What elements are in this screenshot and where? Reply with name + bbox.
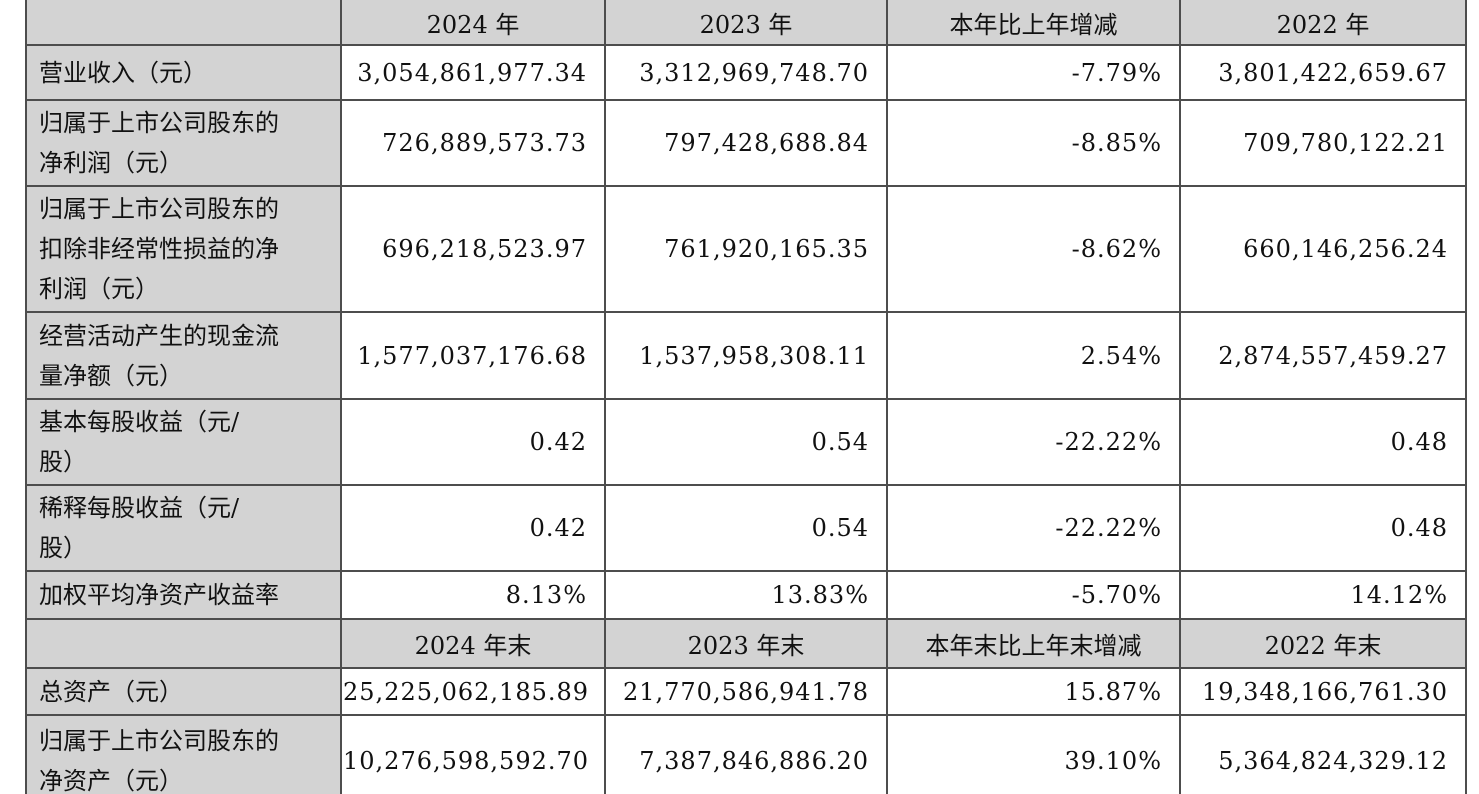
row-label: 归属于上市公司股东的 净利润（元） <box>25 99 342 187</box>
value-2023: 1,537,958,308.11 <box>604 311 888 400</box>
eop-header-2023: 2023 年末 <box>604 618 888 669</box>
value-2023: 0.54 <box>604 398 888 486</box>
value-change: -8.85% <box>886 99 1181 187</box>
row-label-line: 总资产（元） <box>39 677 183 706</box>
value-2023: 3,312,969,748.70 <box>604 44 888 101</box>
eop-header-2024: 2024 年末 <box>340 618 606 669</box>
financial-summary-table: 2024 年 2023 年 本年比上年增减 2022 年 营业收入（元） 3,0… <box>25 0 1467 794</box>
value-change: -22.22% <box>886 484 1181 572</box>
row-label-line: 归属于上市公司股东的 <box>39 109 279 137</box>
row-label-line: 加权平均净资产收益率 <box>39 581 279 609</box>
row-label: 归属于上市公司股东的 扣除非经常性损益的净 利润（元） <box>25 185 342 313</box>
row-label: 经营活动产生的现金流 量净额（元） <box>25 311 342 400</box>
value-end-2022: 19,348,166,761.30 <box>1179 667 1467 716</box>
value-2023: 0.54 <box>604 484 888 572</box>
eop-header-blank-cell <box>25 618 342 669</box>
value-change: 39.10% <box>886 714 1181 794</box>
annual-header-2023: 2023 年 <box>604 0 888 46</box>
row-basic-eps: 基本每股收益（元/ 股） 0.42 0.54 -22.22% 0.48 <box>25 398 1467 486</box>
annual-header-row: 2024 年 2023 年 本年比上年增减 2022 年 <box>25 0 1467 46</box>
row-label: 总资产（元） <box>25 667 342 716</box>
row-label-line: 股） <box>39 448 87 476</box>
value-2022: 0.48 <box>1179 484 1467 572</box>
row-label: 归属于上市公司股东的 净资产（元） <box>25 714 342 794</box>
row-label-line: 净利润（元） <box>39 149 183 177</box>
row-label-line: 归属于上市公司股东的 <box>39 726 279 755</box>
value-2024: 8.13% <box>340 570 606 620</box>
value-2022: 3,801,422,659.67 <box>1179 44 1467 101</box>
value-2024: 726,889,573.73 <box>340 99 606 187</box>
row-label-line: 稀释每股收益（元/ <box>39 494 240 522</box>
row-operating-revenue: 营业收入（元） 3,054,861,977.34 3,312,969,748.7… <box>25 44 1467 101</box>
row-label-line: 利润（元） <box>39 275 159 303</box>
value-change: -22.22% <box>886 398 1181 486</box>
value-change: -7.79% <box>886 44 1181 101</box>
row-total-assets: 总资产（元） 25,225,062,185.89 21,770,586,941.… <box>25 667 1467 716</box>
row-label-line: 营业收入（元） <box>39 58 207 87</box>
value-change: 2.54% <box>886 311 1181 400</box>
row-label: 加权平均净资产收益率 <box>25 570 342 620</box>
row-label: 营业收入（元） <box>25 44 342 101</box>
row-label-line: 量净额（元） <box>39 361 183 390</box>
row-label-line: 净资产（元） <box>39 766 183 794</box>
annual-header-change: 本年比上年增减 <box>886 0 1181 46</box>
row-diluted-eps: 稀释每股收益（元/ 股） 0.42 0.54 -22.22% 0.48 <box>25 484 1467 572</box>
row-net-profit-attributable: 归属于上市公司股东的 净利润（元） 726,889,573.73 797,428… <box>25 99 1467 187</box>
value-change: -8.62% <box>886 185 1181 313</box>
value-change: -5.70% <box>886 570 1181 620</box>
value-end-2024: 25,225,062,185.89 <box>340 667 606 716</box>
value-2024: 0.42 <box>340 398 606 486</box>
annual-header-2024: 2024 年 <box>340 0 606 46</box>
value-end-2024: 10,276,598,592.70 <box>340 714 606 794</box>
row-label-line: 扣除非经常性损益的净 <box>39 235 279 263</box>
value-2022: 2,874,557,459.27 <box>1179 311 1467 400</box>
row-weighted-avg-roe: 加权平均净资产收益率 8.13% 13.83% -5.70% 14.12% <box>25 570 1467 620</box>
value-2024: 3,054,861,977.34 <box>340 44 606 101</box>
row-operating-cash-flow: 经营活动产生的现金流 量净额（元） 1,577,037,176.68 1,537… <box>25 311 1467 400</box>
eop-header-change: 本年末比上年末增减 <box>886 618 1181 669</box>
row-label-line: 经营活动产生的现金流 <box>39 321 279 350</box>
value-2022: 709,780,122.21 <box>1179 99 1467 187</box>
value-2024: 1,577,037,176.68 <box>340 311 606 400</box>
row-label-line: 基本每股收益（元/ <box>39 408 240 436</box>
row-net-profit-after-non-recurring: 归属于上市公司股东的 扣除非经常性损益的净 利润（元） 696,218,523.… <box>25 185 1467 313</box>
end-of-period-header-row: 2024 年末 2023 年末 本年末比上年末增减 2022 年末 <box>25 618 1467 669</box>
value-2023: 13.83% <box>604 570 888 620</box>
value-2022: 14.12% <box>1179 570 1467 620</box>
row-label-line: 归属于上市公司股东的 <box>39 195 279 223</box>
row-net-assets-attributable: 归属于上市公司股东的 净资产（元） 10,276,598,592.70 7,38… <box>25 714 1467 794</box>
eop-header-2022: 2022 年末 <box>1179 618 1467 669</box>
row-label-line: 股） <box>39 534 87 562</box>
value-end-2022: 5,364,824,329.12 <box>1179 714 1467 794</box>
value-2023: 761,920,165.35 <box>604 185 888 313</box>
value-2024: 696,218,523.97 <box>340 185 606 313</box>
annual-header-blank-cell <box>25 0 342 46</box>
value-2024: 0.42 <box>340 484 606 572</box>
row-label: 稀释每股收益（元/ 股） <box>25 484 342 572</box>
value-2022: 0.48 <box>1179 398 1467 486</box>
annual-header-2022: 2022 年 <box>1179 0 1467 46</box>
value-2022: 660,146,256.24 <box>1179 185 1467 313</box>
value-end-2023: 7,387,846,886.20 <box>604 714 888 794</box>
value-end-2023: 21,770,586,941.78 <box>604 667 888 716</box>
row-label: 基本每股收益（元/ 股） <box>25 398 342 486</box>
value-2023: 797,428,688.84 <box>604 99 888 187</box>
value-change: 15.87% <box>886 667 1181 716</box>
